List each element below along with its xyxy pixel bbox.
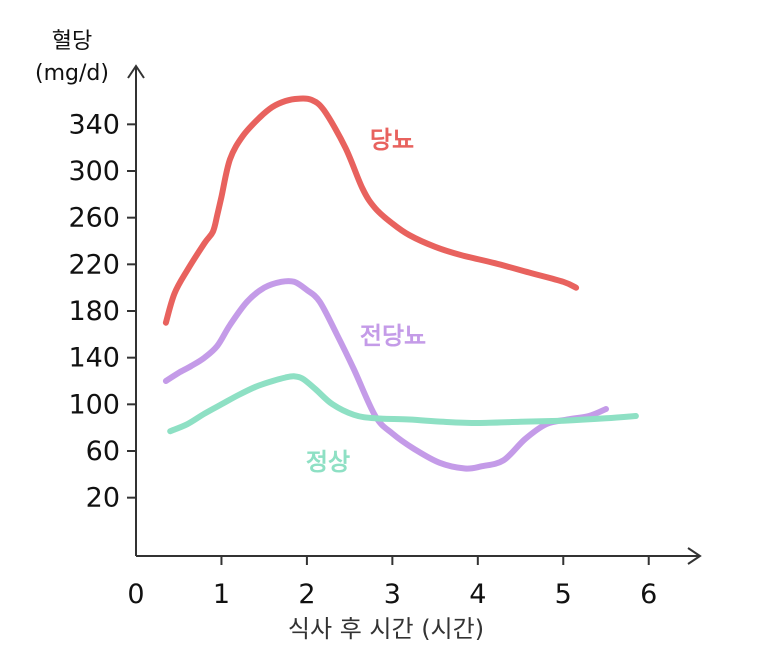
y-axis-label-line1: 혈당 [52,29,92,54]
y-tick-label: 60 [86,436,120,467]
series-label-prediabetes: 전당뇨 [360,322,426,350]
series-label-diabetes: 당뇨 [370,126,414,154]
y-tick-label: 340 [68,109,120,140]
y-tick-label: 20 [86,483,120,514]
y-tick-label: 220 [68,249,120,280]
y-axis-label-line2: (mg/d) [35,61,109,86]
series-line-normal [167,373,639,435]
x-ticks: 0 1 2 3 4 5 6 [127,556,657,610]
y-tick-label: 180 [68,296,120,327]
x-tick-label: 6 [640,579,657,610]
x-tick-label: 4 [469,579,486,610]
y-ticks: 20 60 100 140 180 220 260 300 340 [68,109,136,514]
x-tick-label: 0 [127,579,144,610]
x-tick-label: 5 [555,579,572,610]
y-tick-label: 140 [68,343,120,374]
x-axis [136,547,702,565]
series-label-normal: 정상 [306,448,350,476]
x-tick-label: 3 [384,579,401,610]
y-tick-label: 260 [68,203,120,234]
y-axis-arrow [127,64,145,79]
series-curves [162,95,639,472]
x-axis-arrow [687,547,702,565]
y-tick-label: 300 [68,156,120,187]
x-axis-label: 식사 후 시간 (시간) [288,615,484,643]
x-tick-label: 1 [213,579,230,610]
x-tick-label: 2 [298,579,315,610]
series-line-diabetes [162,95,580,326]
y-tick-label: 100 [68,389,120,420]
series-line-prediabetes [162,277,609,472]
